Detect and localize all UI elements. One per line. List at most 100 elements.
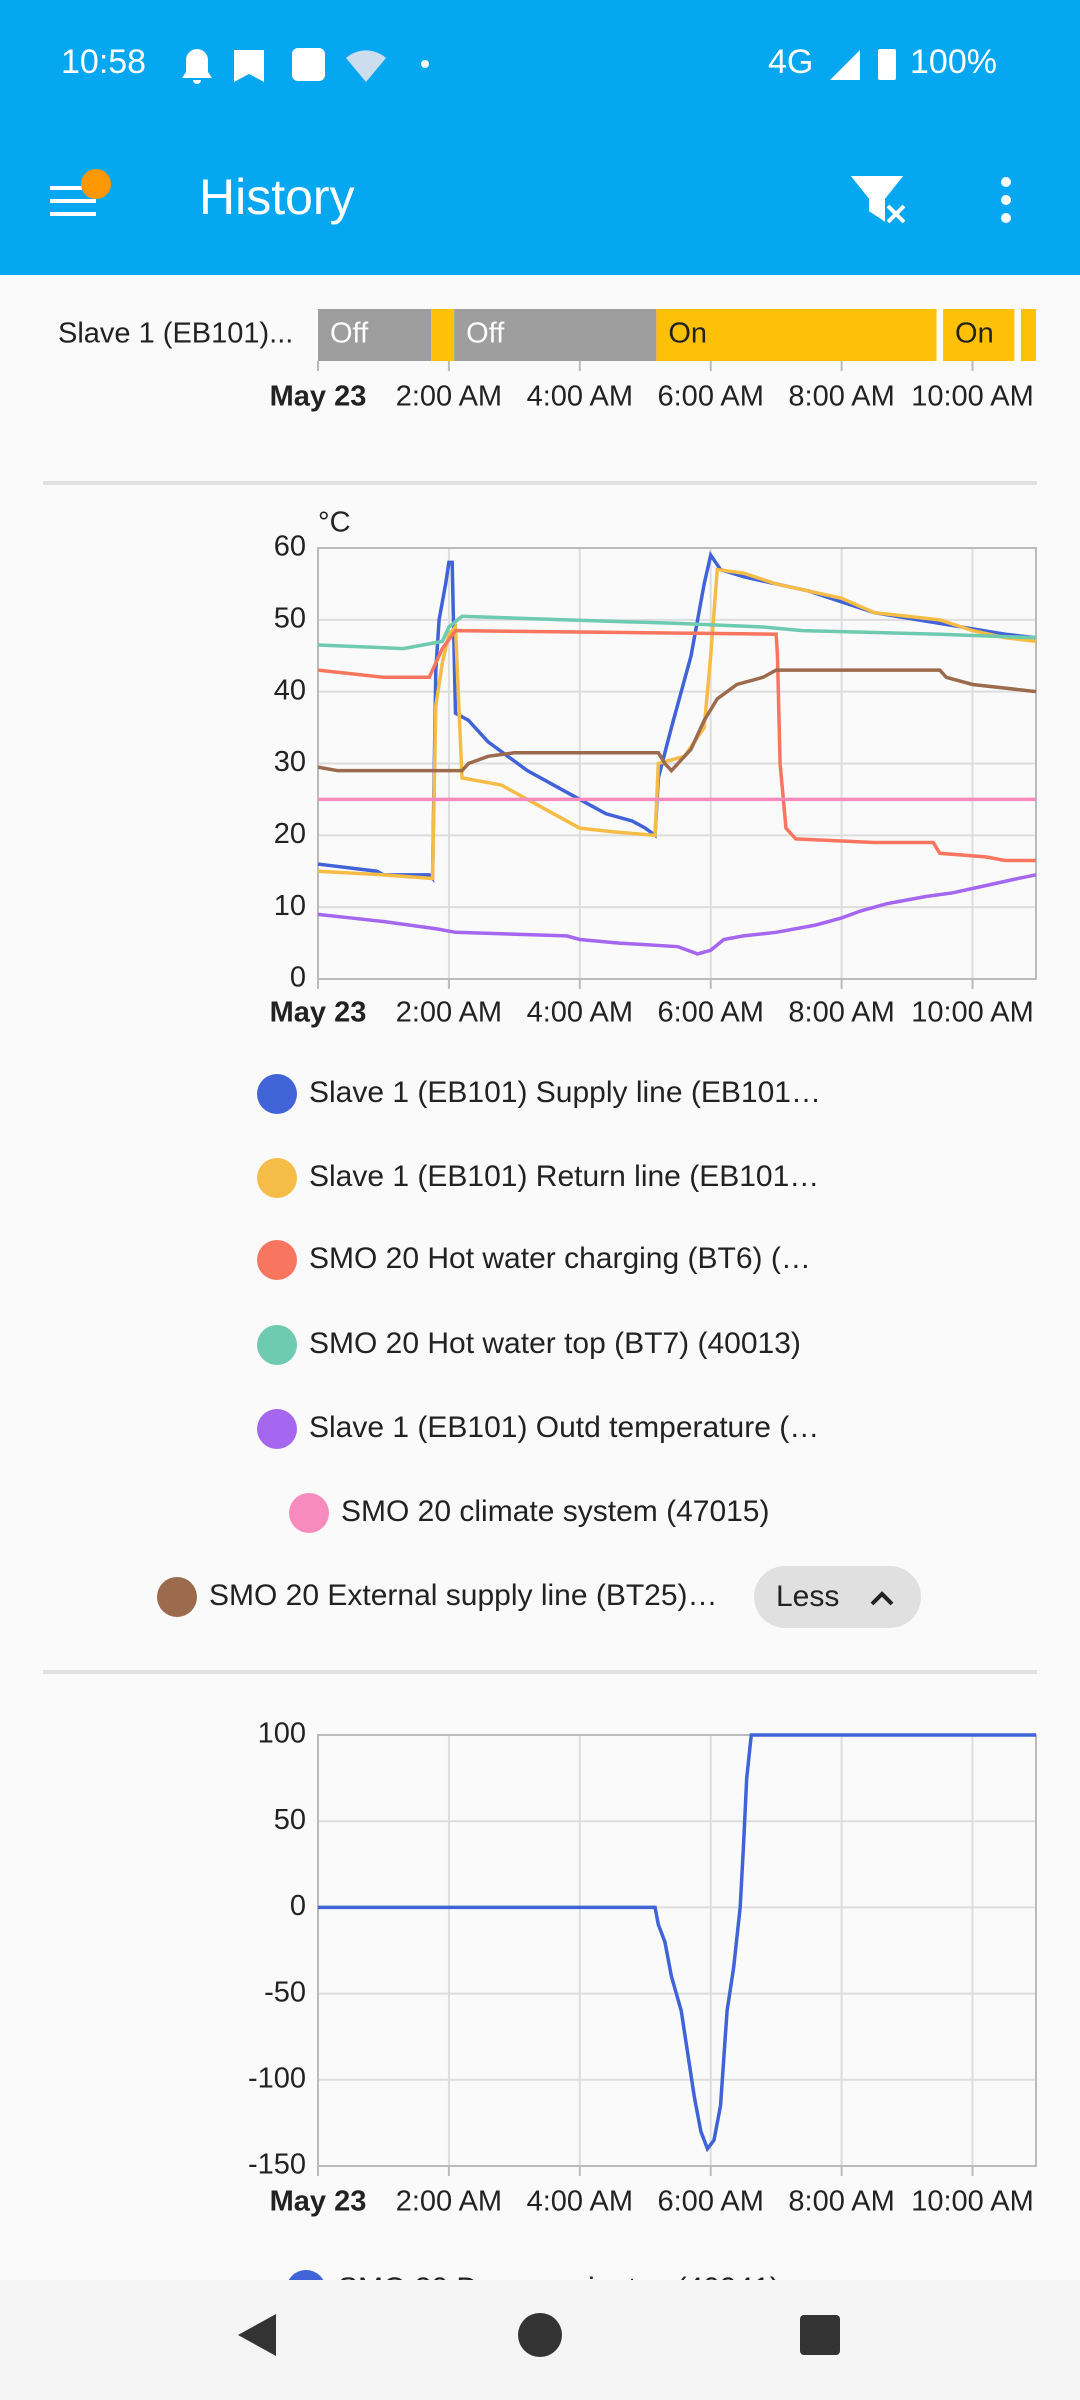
y-tick-label: 50 (274, 602, 306, 634)
x-tick-label: 2:00 AM (396, 997, 502, 1029)
state-segment (431, 309, 455, 361)
x-tick-label: 2:00 AM (396, 2186, 502, 2218)
series-line (317, 614, 1037, 651)
notification-dot (81, 169, 111, 199)
state-segment (656, 309, 937, 361)
y-tick-label: 60 (274, 531, 306, 563)
legend-label: Slave 1 (EB101) Outd temperature (… (309, 1411, 819, 1444)
x-tick-label: 4:00 AM (527, 997, 633, 1029)
battery-icon (878, 49, 896, 80)
y-tick-label: 30 (274, 746, 306, 778)
state-segment (318, 309, 432, 361)
x-tick-label: 8:00 AM (788, 997, 894, 1029)
x-tick-label: 6:00 AM (658, 997, 764, 1029)
more-dot (1001, 195, 1011, 205)
bell-icon (182, 49, 212, 84)
y-tick-label: 40 (274, 674, 306, 706)
ring-icon (292, 48, 325, 81)
toggle-label: Less (776, 1580, 839, 1613)
bookmark-icon (234, 50, 264, 82)
dot-icon (421, 60, 429, 68)
y-tick-label: 0 (290, 1890, 306, 1922)
clear-filter-button[interactable] (850, 176, 906, 224)
legend-swatch (289, 1493, 329, 1533)
x-tick-label: 2:00 AM (396, 381, 502, 413)
y-unit: °C (318, 507, 351, 539)
series-line (317, 628, 1036, 863)
legend-swatch (257, 1158, 297, 1198)
x-tick-label: May 23 (270, 997, 367, 1029)
menu-line (50, 212, 96, 216)
series-line (318, 1733, 1036, 2153)
menu-button[interactable] (50, 169, 111, 216)
navigation-bar (0, 2280, 1080, 2400)
y-tick-label: 50 (274, 1804, 306, 1836)
divider (43, 481, 1037, 485)
legend-swatch (257, 1240, 297, 1280)
row-label: Slave 1 (EB101)... (58, 318, 293, 350)
y-tick-label: 100 (258, 1718, 306, 1750)
legend-label: SMO 20 climate system (47015) (341, 1495, 769, 1528)
plot-frame (317, 547, 1037, 980)
recents-button[interactable] (800, 2315, 840, 2355)
status-network: 4G (768, 43, 813, 81)
x-tick-label: 10:00 AM (911, 997, 1034, 1029)
legend-swatch (257, 1325, 297, 1365)
divider (43, 1670, 1037, 1674)
x-tick-label: 4:00 AM (527, 381, 633, 413)
legend-label: Slave 1 (EB101) Supply line (EB101… (309, 1076, 821, 1109)
legend-label: SMO 20 Hot water charging (BT6) (… (309, 1242, 811, 1275)
status-time: 10:58 (61, 43, 146, 81)
legend-swatch (157, 1577, 197, 1617)
y-tick-label: 10 (274, 890, 306, 922)
x-tick-label: 8:00 AM (788, 381, 894, 413)
state-label: Off (466, 318, 505, 350)
signal-icon (830, 50, 860, 80)
legend-label: Slave 1 (EB101) Return line (EB101… (309, 1160, 819, 1193)
legend-swatch (257, 1074, 297, 1114)
y-tick-label: -100 (248, 2062, 306, 2094)
more-dot (1001, 213, 1011, 223)
y-tick-label: 20 (274, 818, 306, 850)
series-line (317, 873, 1037, 956)
x-tick-label: 10:00 AM (911, 2186, 1034, 2218)
plot-frame (317, 1734, 1037, 2167)
state-label: On (668, 318, 707, 350)
series-line (317, 668, 1037, 774)
x-tick-label: May 23 (270, 381, 367, 413)
state-label: On (955, 318, 994, 350)
toggle-background (754, 1566, 921, 1628)
legend-swatch (257, 1409, 297, 1449)
more-button[interactable] (1001, 177, 1011, 223)
home-button[interactable] (518, 2313, 562, 2357)
legend-label: SMO 20 External supply line (BT25)… (209, 1579, 718, 1612)
y-tick-label: 0 (290, 962, 306, 994)
status-battery: 100% (910, 43, 997, 81)
y-tick-label: -150 (248, 2149, 306, 2181)
state-segment (454, 309, 657, 361)
app-bar-background (0, 0, 1080, 275)
legend-toggle[interactable]: Less (754, 1566, 921, 1628)
menu-line (50, 186, 96, 190)
state-segment (943, 309, 1015, 361)
toggle-chevron (870, 1591, 894, 1606)
status-bar: 10:58 4G 100% (61, 43, 997, 84)
more-dot (1001, 177, 1011, 187)
x-tick-label: 8:00 AM (788, 2186, 894, 2218)
x-tick-label: 6:00 AM (658, 381, 764, 413)
app-bar-title: History (199, 169, 355, 225)
x-tick-label: May 23 (270, 2186, 367, 2218)
x-tick-label: 4:00 AM (527, 2186, 633, 2218)
legend-label: SMO 20 Hot water top (BT7) (40013) (309, 1327, 801, 1360)
x-tick-label: 10:00 AM (911, 381, 1034, 413)
app-bar: History (50, 169, 1011, 225)
state-label: Off (330, 318, 369, 350)
wifi-icon (346, 50, 386, 82)
back-button[interactable] (238, 2314, 276, 2356)
menu-line (50, 199, 96, 203)
state-segment (1020, 309, 1036, 361)
y-tick-label: -50 (264, 1976, 306, 2008)
